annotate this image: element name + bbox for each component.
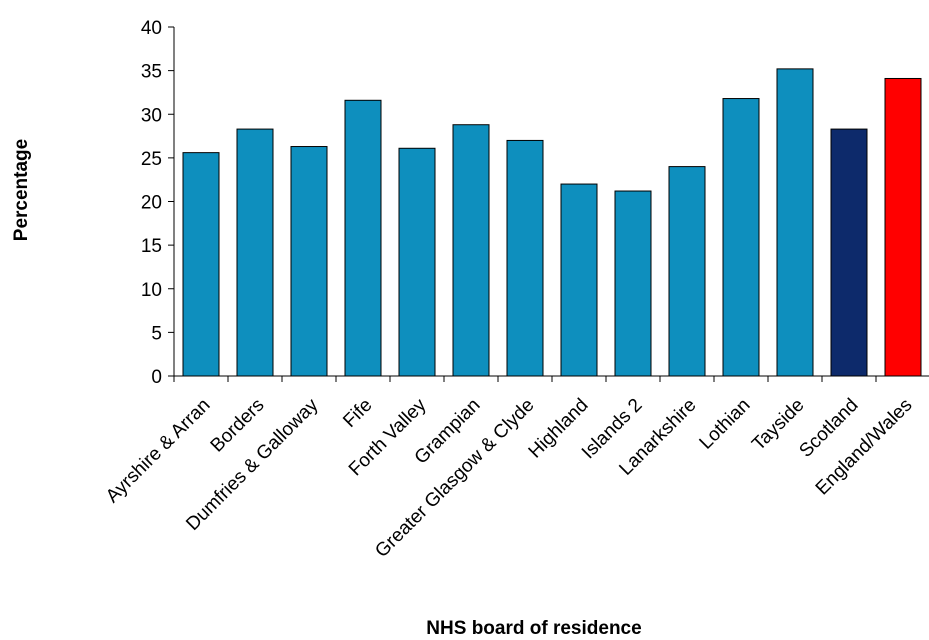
bar bbox=[560, 183, 598, 377]
bar bbox=[614, 190, 652, 377]
bar bbox=[398, 147, 436, 377]
bar bbox=[830, 128, 868, 377]
y-tick-label: 10 bbox=[141, 280, 162, 301]
axes-group bbox=[173, 27, 929, 377]
y-tick-label: 15 bbox=[141, 236, 162, 257]
y-axis-title: Percentage bbox=[11, 139, 32, 241]
bar bbox=[182, 152, 220, 377]
bar bbox=[452, 124, 490, 377]
x-category-label: Lothian bbox=[696, 395, 755, 454]
y-tick-label: 0 bbox=[151, 367, 162, 388]
x-category-label: Ayrshire & Arran bbox=[102, 395, 214, 507]
y-tick-label: 30 bbox=[141, 105, 162, 126]
x-category-label: Fife bbox=[339, 395, 376, 432]
bar bbox=[884, 77, 922, 377]
y-tick-label: 5 bbox=[151, 323, 162, 344]
bar bbox=[236, 128, 274, 377]
y-tick-label: 25 bbox=[141, 149, 162, 170]
x-axis-title: NHS board of residence bbox=[426, 618, 641, 639]
bar bbox=[506, 139, 544, 377]
bar bbox=[668, 166, 706, 377]
x-category-label: England/Wales bbox=[812, 395, 917, 500]
bar bbox=[722, 98, 760, 377]
bars-group bbox=[182, 68, 922, 377]
bar bbox=[776, 68, 814, 377]
bar bbox=[290, 146, 328, 377]
bar bbox=[344, 99, 382, 377]
y-ticks-group: 0 5 10 15 20 25 30 35 40 bbox=[141, 18, 174, 388]
y-tick-label: 40 bbox=[141, 18, 162, 39]
y-tick-label: 20 bbox=[141, 193, 162, 214]
y-tick-label: 35 bbox=[141, 62, 162, 83]
